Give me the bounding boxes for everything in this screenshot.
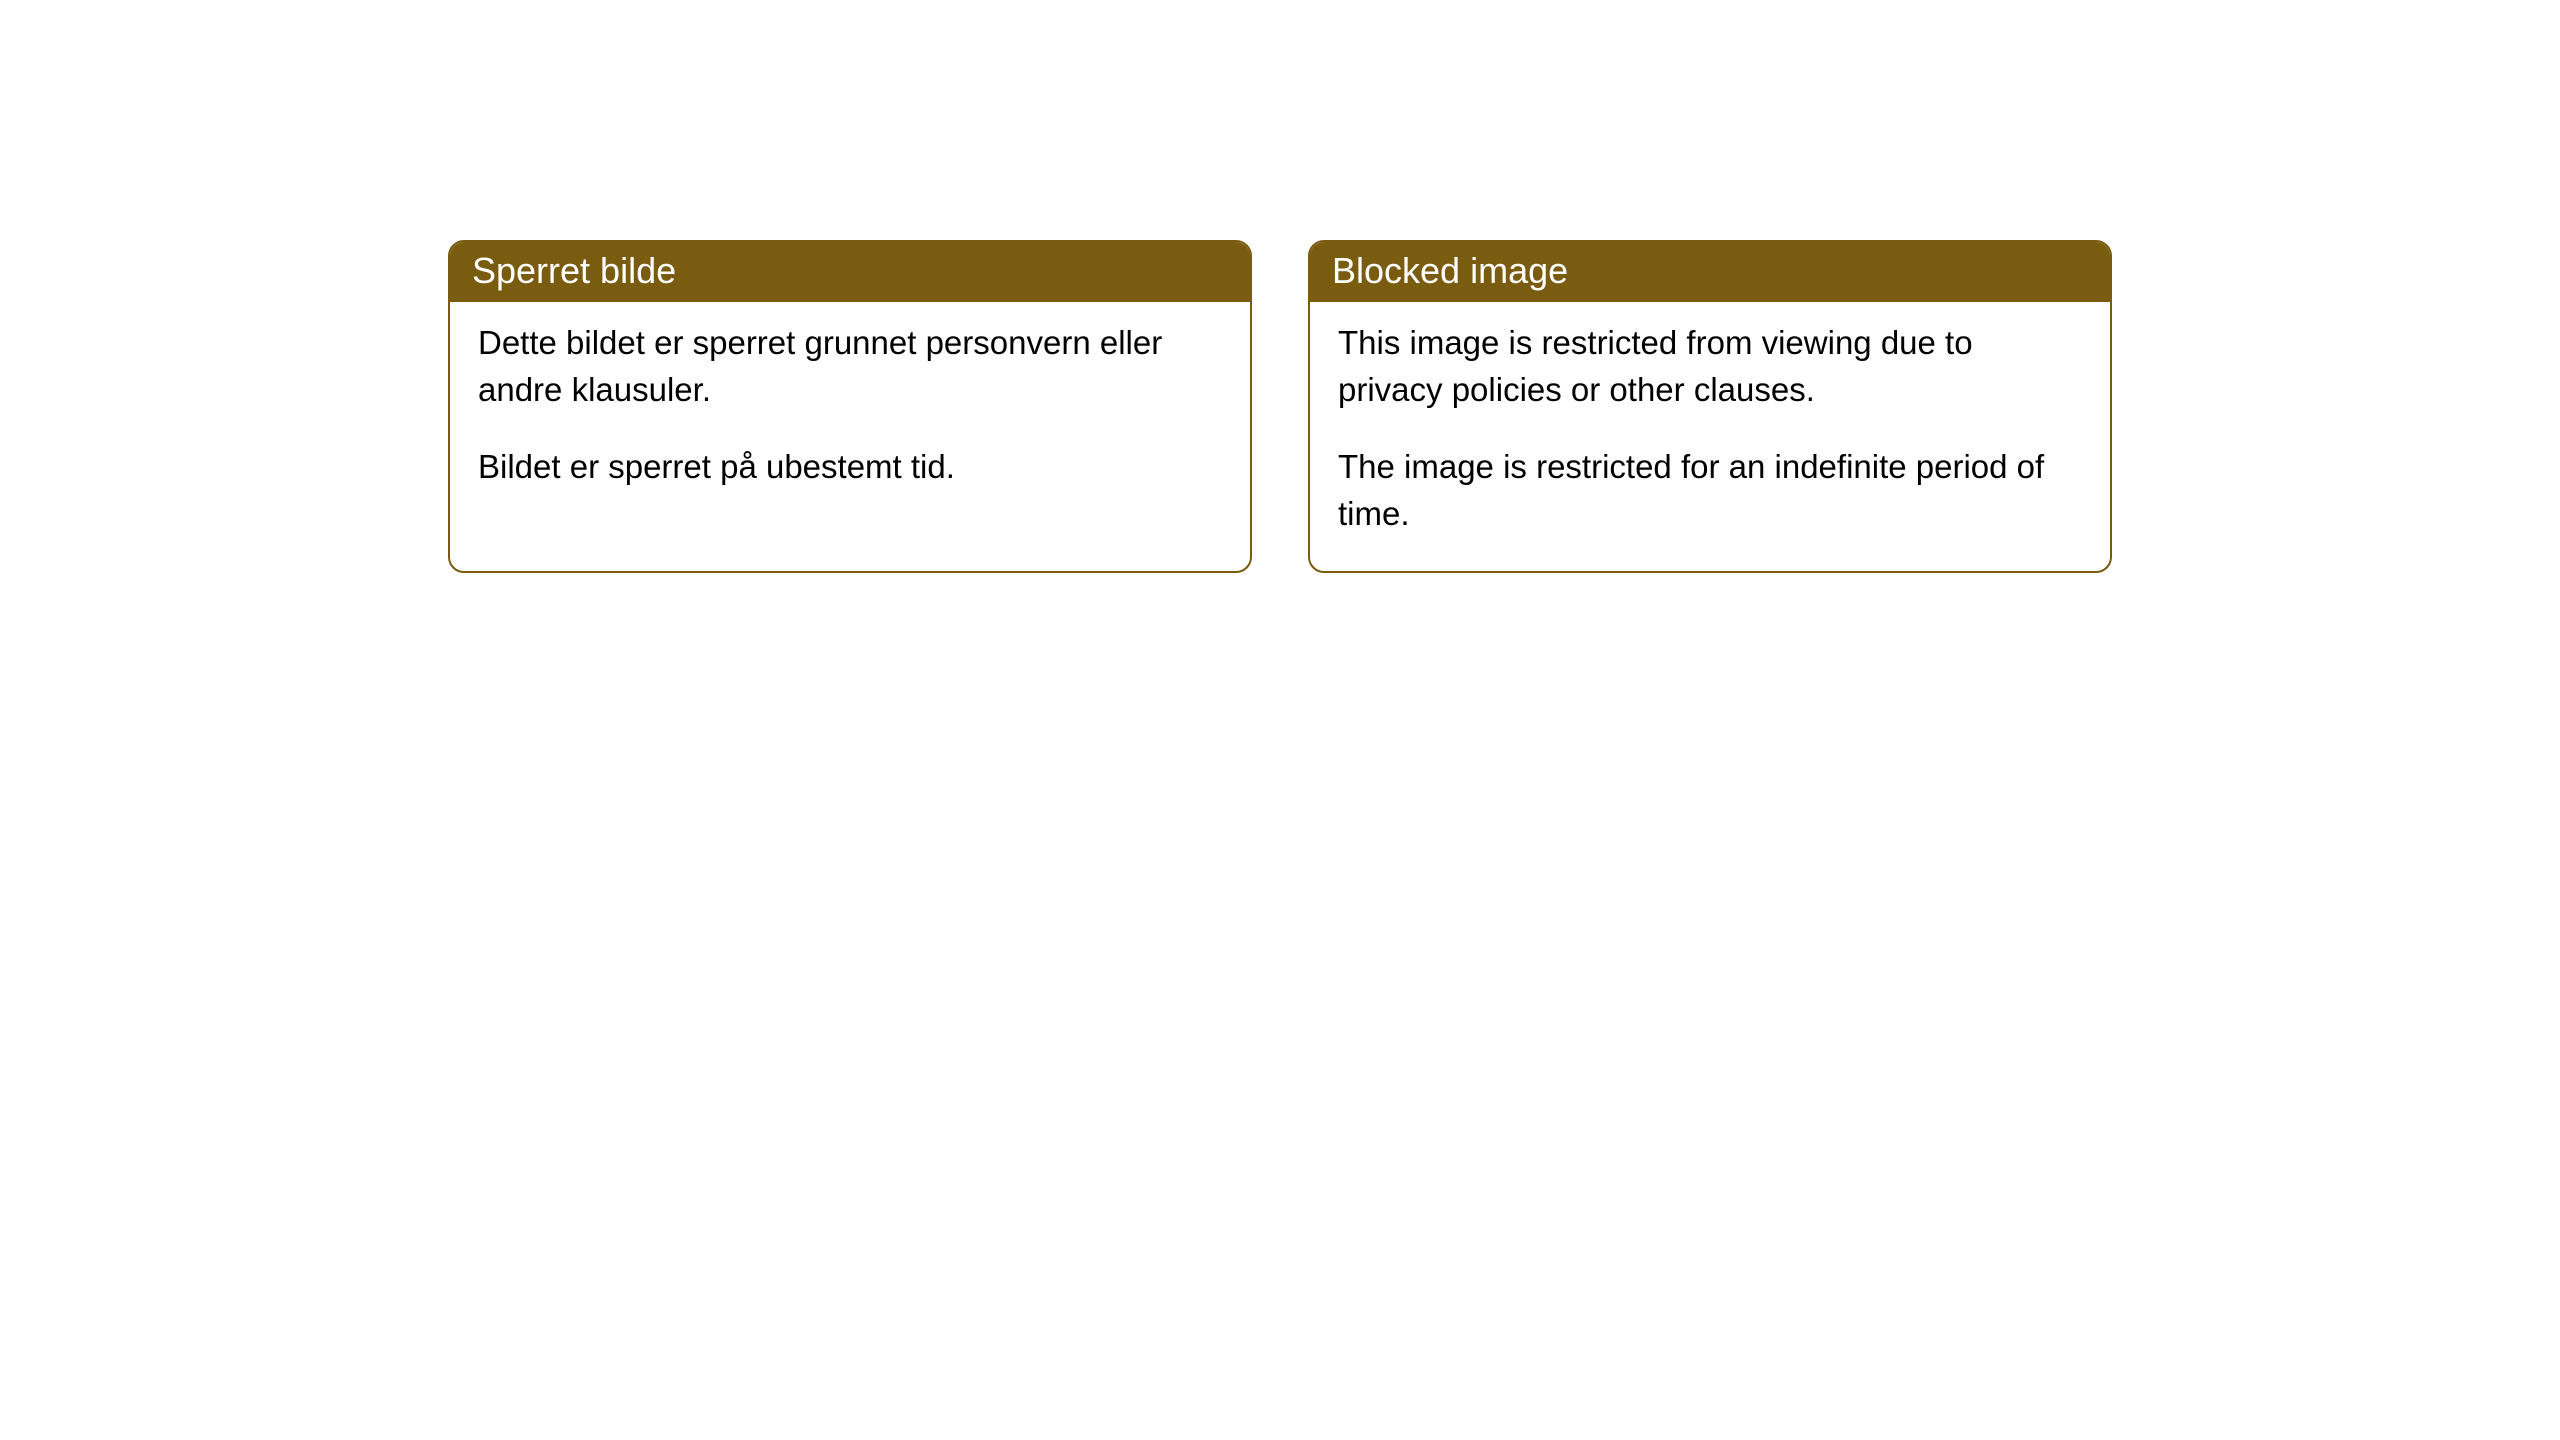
card-paragraph: Dette bildet er sperret grunnet personve… <box>478 320 1222 414</box>
info-cards-container: Sperret bilde Dette bildet er sperret gr… <box>0 0 2560 573</box>
card-title: Blocked image <box>1332 250 1568 291</box>
blocked-image-card-english: Blocked image This image is restricted f… <box>1308 240 2112 573</box>
card-body-english: This image is restricted from viewing du… <box>1310 302 2110 571</box>
card-paragraph: This image is restricted from viewing du… <box>1338 320 2082 414</box>
card-header-english: Blocked image <box>1310 242 2110 302</box>
card-paragraph: Bildet er sperret på ubestemt tid. <box>478 444 1222 491</box>
card-header-norwegian: Sperret bilde <box>450 242 1250 302</box>
card-body-norwegian: Dette bildet er sperret grunnet personve… <box>450 302 1250 525</box>
blocked-image-card-norwegian: Sperret bilde Dette bildet er sperret gr… <box>448 240 1252 573</box>
card-paragraph: The image is restricted for an indefinit… <box>1338 444 2082 538</box>
card-title: Sperret bilde <box>472 250 676 291</box>
